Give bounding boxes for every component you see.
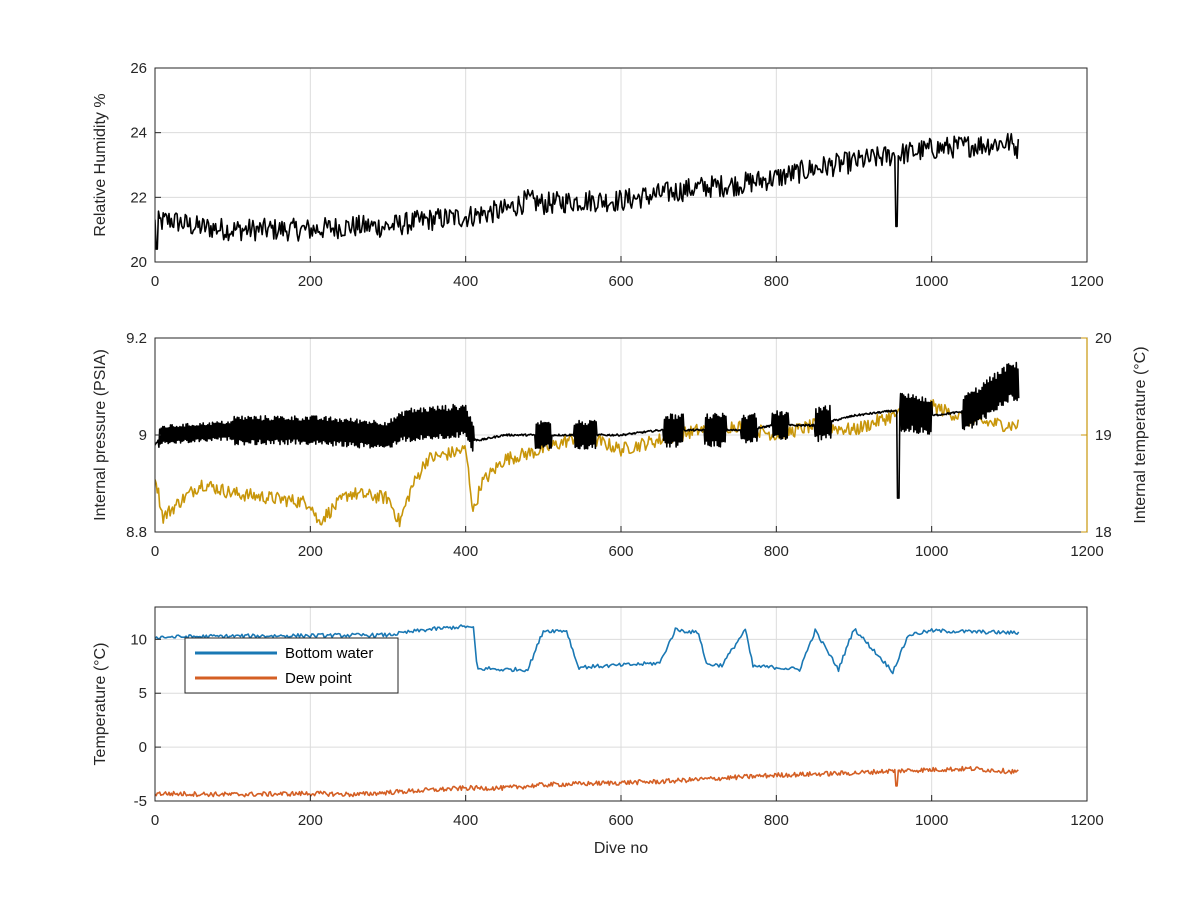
y-tick-label: 0	[139, 739, 147, 756]
x-tick-label: 1000	[915, 812, 948, 829]
x-tick-label: 200	[298, 273, 323, 290]
pressure-panel: 0 200 400 600 800 1000 1200 8.8 9 9.2 18 19 20 Int…	[92, 330, 1149, 560]
x-tick-label: 1200	[1070, 812, 1103, 829]
y-tick-label: 10	[130, 631, 147, 648]
humidity-x-ticks: 0 200 400 600 800 1000 1200	[151, 256, 1104, 290]
temperature-plot-area	[155, 624, 1020, 798]
humidity-y-ticks: 20 22 24 26	[130, 60, 161, 271]
x-axis-label: Dive no	[594, 840, 648, 857]
legend-label-bottom-water: Bottom water	[285, 645, 373, 662]
temperature-y-ticks: -5 0 5 10	[130, 631, 161, 810]
x-tick-label: 800	[764, 543, 789, 560]
x-tick-label: 400	[453, 812, 478, 829]
humidity-panel: 0 200 400 600 800 1000 1200 20 22 24 26 Relative …	[92, 60, 1104, 290]
temperature-x-ticks: 0 200 400 600 800 1000 1200	[151, 795, 1104, 829]
y-tick-label: -5	[134, 793, 147, 810]
legend-box	[184, 637, 399, 694]
internal-pressure-line	[155, 361, 1020, 499]
x-tick-label: 600	[608, 273, 633, 290]
legend: Bottom water Dew point	[184, 637, 399, 694]
dew-point-line	[155, 765, 1019, 798]
bottom-water-line	[155, 624, 1020, 675]
pressure-y-axis-label: Internal pressure (PSIA)	[92, 349, 109, 521]
humidity-line	[155, 133, 1020, 250]
x-tick-label: 1000	[915, 543, 948, 560]
y-tick-label: 9.2	[126, 330, 147, 347]
x-tick-label: 0	[151, 543, 159, 560]
x-tick-label: 1200	[1070, 543, 1103, 560]
y-tick-label: 5	[139, 685, 147, 702]
y-right-tick-label: 20	[1095, 330, 1112, 347]
y-right-tick-label: 18	[1095, 524, 1112, 541]
x-tick-label: 400	[453, 273, 478, 290]
temperature-y-axis-label: Temperature (°C)	[92, 643, 109, 766]
x-tick-label: 0	[151, 273, 159, 290]
y-tick-label: 22	[130, 189, 147, 206]
humidity-y-axis-label: Relative Humidity %	[92, 93, 109, 236]
x-tick-label: 400	[453, 543, 478, 560]
legend-label-dew-point: Dew point	[285, 670, 353, 687]
y-tick-label: 20	[130, 254, 147, 271]
y-tick-label: 26	[130, 60, 147, 77]
pressure-plot-area	[155, 361, 1020, 528]
x-tick-label: 600	[608, 543, 633, 560]
pressure-y-ticks: 8.8 9 9.2	[126, 330, 161, 541]
x-tick-label: 1200	[1070, 273, 1103, 290]
y-tick-label: 9	[139, 427, 147, 444]
x-tick-label: 0	[151, 812, 159, 829]
x-tick-label: 800	[764, 273, 789, 290]
humidity-plot-area	[155, 133, 1020, 250]
x-tick-label: 1000	[915, 273, 948, 290]
x-tick-label: 600	[608, 812, 633, 829]
y-right-tick-label: 19	[1095, 427, 1112, 444]
x-tick-label: 200	[298, 543, 323, 560]
y-tick-label: 8.8	[126, 524, 147, 541]
internal-temperature-y-ticks: 18 19 20	[1081, 330, 1112, 541]
x-tick-label: 200	[298, 812, 323, 829]
pressure-x-ticks: 0 200 400 600 800 1000 1200	[151, 526, 1104, 560]
x-tick-label: 800	[764, 812, 789, 829]
internal-temperature-y-axis-label: Internal temperature (°C)	[1132, 346, 1149, 523]
y-tick-label: 24	[130, 125, 147, 142]
